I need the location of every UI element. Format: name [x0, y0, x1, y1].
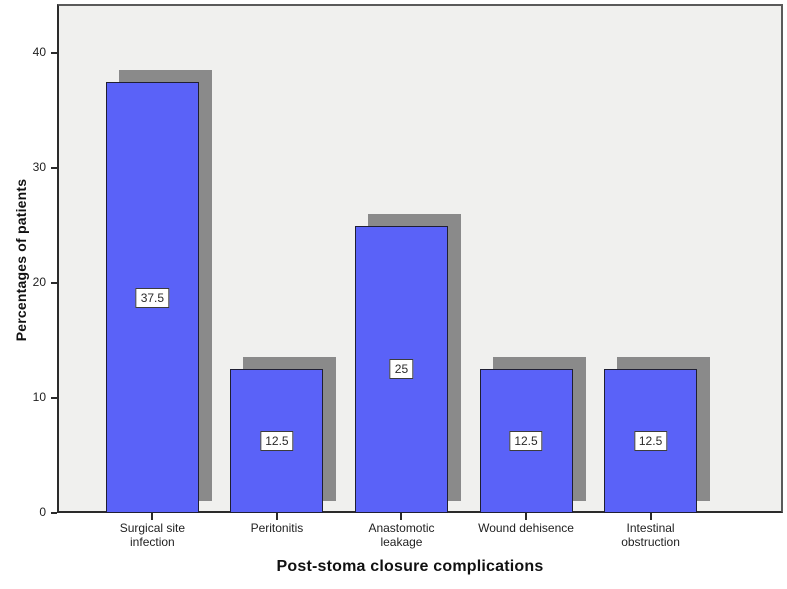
bar-value-label: 12.5 — [260, 431, 294, 452]
y-tick-mark — [51, 512, 57, 514]
y-axis-title: Percentages of patients — [13, 178, 29, 342]
y-tick-mark — [51, 52, 57, 55]
y-tick-mark — [51, 167, 57, 170]
x-tick-label: Surgical site infection — [119, 521, 186, 549]
bar-value-label: 12.5 — [509, 431, 543, 452]
x-tick-mark — [649, 513, 652, 520]
bar-value-label: 25 — [389, 359, 414, 380]
x-tick-label: Wound dehisence — [478, 521, 574, 535]
x-axis-title: Post-stoma closure complications — [276, 558, 544, 575]
bar-value-label: 37.5 — [135, 287, 170, 308]
x-tick-label: Intestinal obstruction — [621, 521, 680, 549]
y-tick-label: 20 — [32, 275, 46, 290]
x-tick-mark — [275, 513, 278, 520]
x-tick-label: Peritonitis — [250, 521, 304, 535]
bar-value-label: 12.5 — [633, 431, 668, 452]
y-tick-label: 10 — [32, 390, 46, 405]
y-tick-mark — [51, 282, 57, 285]
y-tick-label: 0 — [39, 505, 46, 519]
y-tick-mark — [51, 397, 57, 400]
x-tick-mark — [400, 513, 403, 520]
y-tick-label: 40 — [32, 45, 46, 60]
x-tick-mark — [151, 513, 154, 520]
y-tick-label: 30 — [32, 160, 46, 175]
x-tick-mark — [525, 513, 528, 520]
x-tick-label: Anastomotic leakage — [368, 521, 435, 549]
